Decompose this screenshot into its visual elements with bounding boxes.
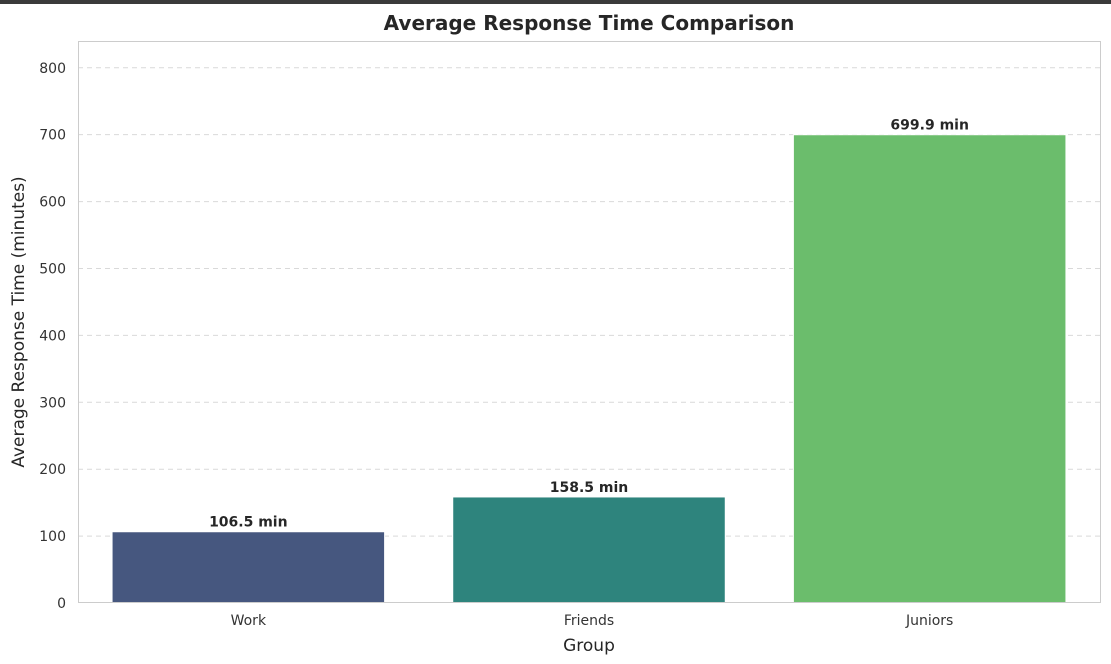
y-tick-label: 400 — [39, 328, 66, 344]
bar-juniors — [792, 134, 1067, 604]
y-tick-label: 300 — [39, 395, 66, 411]
x-tick-label: Friends — [564, 613, 614, 629]
y-axis-ticks: 0 100 200 300 400 500 600 700 800 — [39, 61, 66, 612]
data-label: 699.9 min — [890, 118, 969, 134]
plot-frame — [78, 41, 1101, 603]
y-tick-label: 700 — [39, 128, 66, 144]
x-axis-ticks: Work Friends Juniors — [231, 613, 954, 629]
x-tick-label: Work — [231, 613, 267, 629]
bar-work — [111, 531, 386, 604]
data-labels: 106.5 min 158.5 min 699.9 min — [209, 118, 969, 531]
y-tick-label: 800 — [39, 61, 66, 77]
x-axis-label: Group — [563, 636, 615, 656]
bars — [111, 134, 1067, 604]
x-tick-label: Juniors — [905, 613, 953, 629]
y-tick-label: 100 — [39, 529, 66, 545]
y-tick-label: 500 — [39, 261, 66, 277]
chart-title: Average Response Time Comparison — [384, 11, 795, 35]
y-axis-label: Average Response Time (minutes) — [9, 176, 29, 467]
y-tick-label: 200 — [39, 462, 66, 478]
y-tick-label: 0 — [57, 596, 66, 612]
data-label: 158.5 min — [550, 480, 629, 496]
window-top-strip — [0, 0, 1111, 4]
data-label: 106.5 min — [209, 515, 288, 531]
bar-friends — [452, 496, 726, 604]
y-tick-label: 600 — [39, 195, 66, 211]
